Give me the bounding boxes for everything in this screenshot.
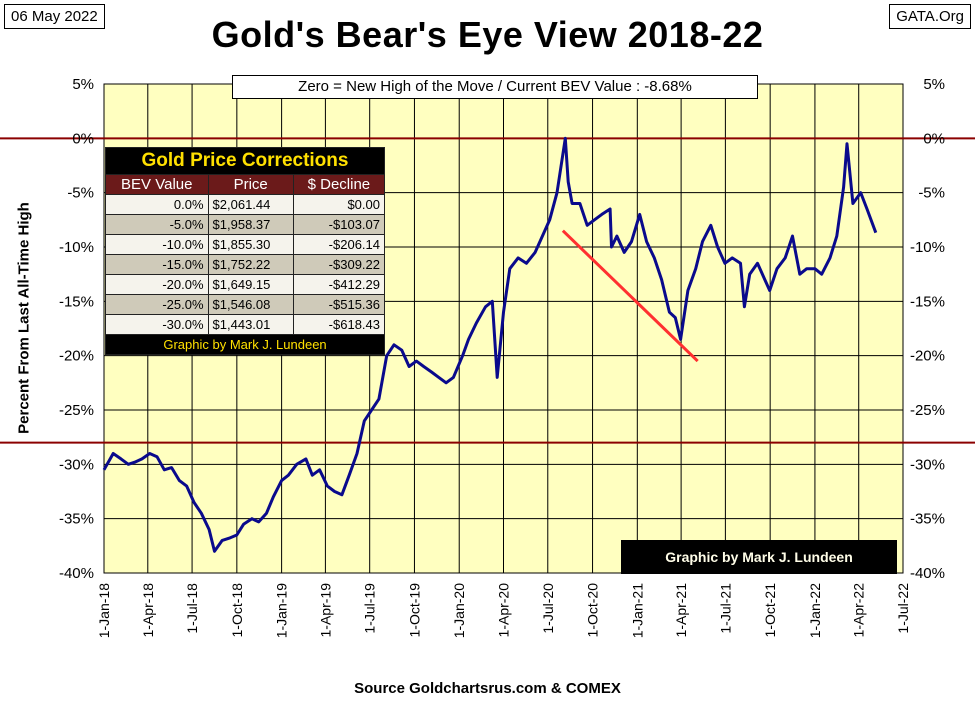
y-tick-label: -20% xyxy=(59,348,94,365)
y-tick-label: -10% xyxy=(59,239,94,256)
x-tick-label: 1-Jan-19 xyxy=(274,583,290,638)
table-header-decline: $ Decline xyxy=(292,174,386,195)
x-tick-label: 1-Jan-22 xyxy=(807,583,823,638)
x-tick-labels: 1-Jan-18 1-Apr-18 1-Jul-18 1-Oct-18 1-Jan-19… xyxy=(96,583,911,638)
table-cell-decline: -$103.07 xyxy=(292,214,386,235)
corrections-table: Gold Price Corrections BEV Value Price $… xyxy=(105,147,386,355)
x-tick-label: 1-Jul-22 xyxy=(895,583,911,634)
table-cell-decline: $0.00 xyxy=(292,194,386,215)
x-tick-label: 1-Jan-18 xyxy=(96,583,112,638)
table-row: -30.0% $1,443.01 -$618.43 xyxy=(105,314,386,335)
x-tick-label: 1-Jul-18 xyxy=(184,583,200,634)
x-tick-label: 1-Jul-19 xyxy=(362,583,378,634)
y-tick-label: 0% xyxy=(72,130,94,147)
table-cell-price: $1,443.01 xyxy=(207,314,294,335)
trendline-layer xyxy=(561,229,699,363)
table-title: Gold Price Corrections xyxy=(105,147,385,175)
y-tick-label: -35% xyxy=(910,511,945,528)
x-axis-label: Source Goldchartsrus.com & COMEX xyxy=(354,680,621,697)
y-tick-label: -25% xyxy=(910,402,945,419)
y-tick-label: -25% xyxy=(59,402,94,419)
y-tick-label: 5% xyxy=(923,76,945,93)
table-cell-bev: -30.0% xyxy=(105,314,209,335)
table-cell-bev: -25.0% xyxy=(105,294,209,315)
chart-title: Gold's Bear's Eye View 2018-22 xyxy=(211,14,764,55)
x-tick-label: 1-Oct-21 xyxy=(762,583,778,638)
chart-subtitle: Zero = New High of the Move / Current BE… xyxy=(232,75,758,99)
y-tick-label: -20% xyxy=(910,348,945,365)
table-cell-bev: -10.0% xyxy=(105,234,209,255)
y-tick-labels-right: 5% 0% -5% -10% -15% -20% -25% -30% -35% -40% xyxy=(910,76,945,582)
table-cell-bev: 0.0% xyxy=(105,194,209,215)
y-tick-label: -5% xyxy=(918,185,945,202)
y-tick-label: -35% xyxy=(59,511,94,528)
y-tick-label: 0% xyxy=(923,130,945,147)
x-tick-label: 1-Oct-19 xyxy=(406,583,422,638)
y-tick-label: -30% xyxy=(910,456,945,473)
table-row: -5.0% $1,958.37 -$103.07 xyxy=(105,214,386,235)
x-tick-label: 1-Jul-21 xyxy=(717,583,733,634)
y-tick-label: -15% xyxy=(910,293,945,310)
graphic-credit-label: Graphic by Mark J. Lundeen xyxy=(621,540,897,574)
table-credit: Graphic by Mark J. Lundeen xyxy=(105,334,385,355)
table-cell-decline: -$515.36 xyxy=(292,294,386,315)
y-tick-label: -40% xyxy=(910,565,945,582)
table-cell-decline: -$412.29 xyxy=(292,274,386,295)
x-tick-label: 1-Apr-20 xyxy=(496,583,512,638)
table-cell-bev: -15.0% xyxy=(105,254,209,275)
table-cell-bev: -20.0% xyxy=(105,274,209,295)
y-tick-label: -10% xyxy=(910,239,945,256)
table-row: -25.0% $1,546.08 -$515.36 xyxy=(105,294,386,315)
y-tick-label: -40% xyxy=(59,565,94,582)
y-tick-label: -15% xyxy=(59,293,94,310)
table-cell-decline: -$206.14 xyxy=(292,234,386,255)
y-tick-label: 5% xyxy=(72,76,94,93)
y-tick-label: -30% xyxy=(59,456,94,473)
x-tick-label: 1-Apr-19 xyxy=(317,583,333,638)
x-tick-label: 1-Oct-20 xyxy=(585,583,601,638)
table-row: -20.0% $1,649.15 -$412.29 xyxy=(105,274,386,295)
trendline xyxy=(561,229,699,363)
series-line xyxy=(102,136,878,553)
table-cell-bev: -5.0% xyxy=(105,214,209,235)
table-cell-price: $1,752.22 xyxy=(207,254,294,275)
table-row: -15.0% $1,752.22 -$309.22 xyxy=(105,254,386,275)
date-label: 06 May 2022 xyxy=(4,4,105,29)
table-header-bev: BEV Value xyxy=(105,174,209,195)
table-cell-price: $1,855.30 xyxy=(207,234,294,255)
y-tick-label: -5% xyxy=(67,185,94,202)
site-label: GATA.Org xyxy=(889,4,971,29)
x-tick-label: 1-Jul-20 xyxy=(540,583,556,634)
reference-lines xyxy=(0,137,975,444)
table-cell-price: $1,546.08 xyxy=(207,294,294,315)
table-cell-price: $2,061.44 xyxy=(207,194,294,215)
series-layer xyxy=(102,136,878,553)
table-cell-decline: -$309.22 xyxy=(292,254,386,275)
x-tick-label: 1-Apr-18 xyxy=(140,583,156,638)
x-tick-label: 1-Apr-22 xyxy=(851,583,867,638)
x-tick-label: 1-Jan-20 xyxy=(451,583,467,638)
table-row: 0.0% $2,061.44 $0.00 xyxy=(105,194,386,215)
y-tick-labels-left: 5% 0% -5% -10% -15% -20% -25% -30% -35% -40% xyxy=(59,76,94,582)
table-cell-price: $1,958.37 xyxy=(207,214,294,235)
table-cell-price: $1,649.15 xyxy=(207,274,294,295)
x-tick-label: 1-Oct-18 xyxy=(229,583,245,638)
y-axis-label: Percent From Last All-Time High xyxy=(15,202,33,434)
x-tick-label: 1-Jan-21 xyxy=(629,583,645,638)
table-row: -10.0% $1,855.30 -$206.14 xyxy=(105,234,386,255)
table-cell-decline: -$618.43 xyxy=(292,314,386,335)
table-header-price: Price xyxy=(207,174,294,195)
x-tick-label: 1-Apr-21 xyxy=(673,583,689,638)
